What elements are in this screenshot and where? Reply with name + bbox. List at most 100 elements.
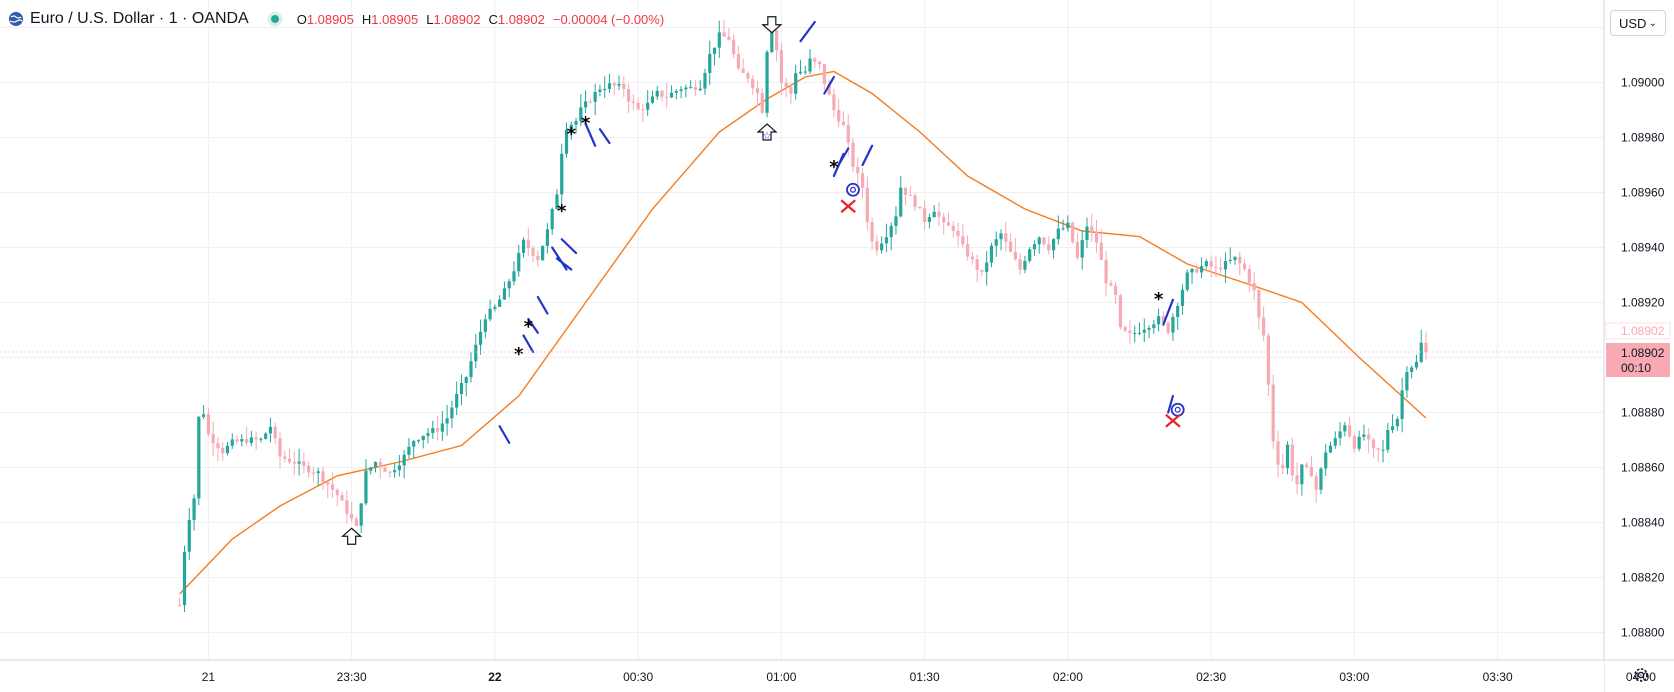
candle [1333,431,1337,449]
candle-body [311,472,316,474]
candle-body [703,72,707,89]
candle [1047,236,1051,255]
candle-body [1362,434,1366,437]
candle-body [397,465,401,471]
candle-body [1390,426,1395,431]
candle [1004,221,1008,252]
candle-body [1075,242,1080,258]
candle [1123,325,1127,333]
candle-body [550,208,554,230]
candle-body [206,414,210,435]
drawing-line [527,317,539,334]
candle-body [1056,228,1060,240]
candle-body [1051,239,1056,251]
candle [1290,437,1294,481]
candle-body [946,222,951,226]
candle [445,404,449,436]
candle [727,28,731,41]
candle [851,138,855,173]
candle [1400,377,1404,433]
candle-body [584,101,588,108]
candle [1157,308,1161,332]
candle-body [192,498,196,520]
candle-body [579,107,583,122]
candle-body [1157,316,1161,325]
candle-body [1357,436,1361,449]
candle-body [1424,342,1428,352]
candle [364,459,368,506]
candle-body [641,109,645,111]
candle-body [278,438,282,457]
candle [880,236,884,254]
candle-body [1171,316,1175,333]
candle [307,461,311,478]
candle-body [545,229,549,246]
candle [287,448,292,464]
candle [178,597,182,607]
candle [903,187,908,206]
candle-body [493,306,497,309]
candle [526,227,530,256]
candle-body [1137,332,1142,334]
asterisk-marker: * [514,344,524,365]
star-icon: ☆ [763,131,772,142]
candle [316,467,320,487]
circle-inner [1174,406,1181,413]
candle [813,57,817,68]
candle-body [1161,316,1165,323]
candle-body [1028,249,1032,261]
candle-body [1018,259,1022,270]
candle [1405,366,1409,398]
candle-body [364,470,368,504]
price-tick-label: 1.08840 [1621,516,1665,530]
drawing-line [823,75,836,95]
price-tick-label: 1.08940 [1621,241,1665,255]
candle-body [674,91,678,93]
candle [521,237,526,258]
candle-body [784,82,788,87]
candle-body [1047,244,1051,251]
candle-body [865,187,869,223]
gear-icon[interactable] [1632,666,1650,684]
candle-body [927,217,931,222]
candle [942,212,946,235]
candle-body [1099,242,1103,260]
candle-body [1123,327,1127,331]
candle-body [268,426,273,434]
candle [732,34,736,59]
moving-average-line [179,70,1427,595]
currency-select[interactable]: USD ⌄ [1610,10,1666,36]
candle-body [884,237,889,244]
candle-body [856,166,860,174]
candle [488,299,492,322]
candle-body [1252,282,1256,291]
candle [884,223,889,253]
candle-body [655,90,659,97]
candle-body [211,434,215,444]
candle [989,242,994,268]
candle-body [760,93,764,113]
candle-body [832,94,836,111]
candle [1142,318,1146,342]
candle [1285,441,1290,475]
candle-body [330,484,335,490]
candle [588,98,592,104]
symbol-title[interactable]: Euro / U.S. Dollar · 1 · OANDA [30,10,249,27]
candle [1305,462,1309,469]
candle [1185,269,1189,292]
ohlc-open: O1.08905 [296,11,354,27]
candle-body [273,426,277,439]
candle [483,314,487,339]
candle-body [870,222,874,242]
candle [1037,236,1041,254]
candle-body [808,58,812,72]
candle [932,204,936,218]
candle-body [755,88,760,94]
drawing-line [598,128,611,145]
candle-body [512,271,516,282]
candle [502,281,507,301]
candle [197,415,201,506]
candle [674,88,678,100]
candle [1109,279,1113,287]
